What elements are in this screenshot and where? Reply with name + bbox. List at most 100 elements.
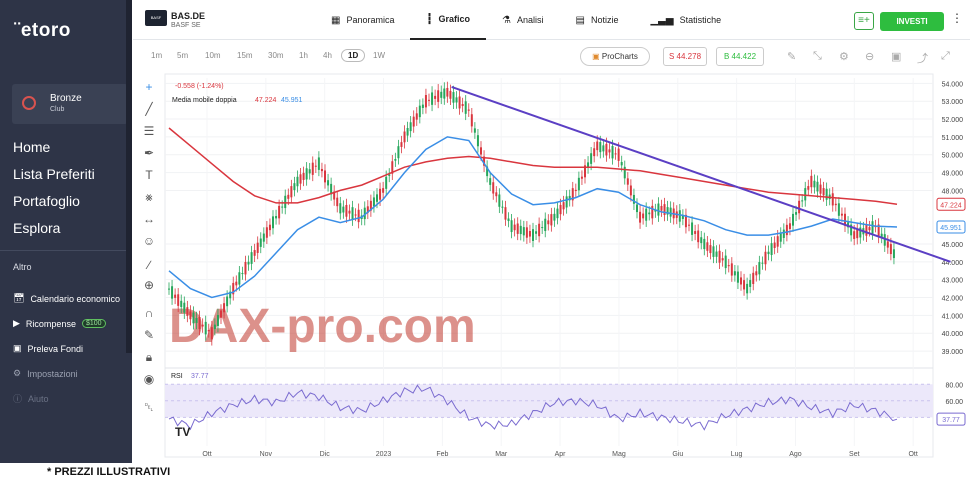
share-icon[interactable]: ⤴: [917, 53, 928, 65]
candle-body: [486, 166, 489, 177]
candle-body: [207, 329, 210, 332]
candle-body: [348, 210, 351, 214]
candle-body: [519, 225, 522, 235]
invest-button[interactable]: INVESTI: [880, 12, 944, 31]
candle-body: [528, 231, 531, 237]
candle-body: [210, 327, 213, 340]
candle-body: [437, 90, 440, 102]
candle-body: [290, 186, 293, 198]
candle-body: [458, 96, 461, 109]
candle-body: [186, 307, 189, 316]
lock-icon[interactable]: 🔒︎: [145, 350, 153, 364]
nav-withdraw[interactable]: ▣ Preleva Fondi: [13, 336, 120, 361]
zoom-in-icon[interactable]: ⊕: [143, 278, 155, 292]
time-axis-label: 2023: [376, 451, 392, 458]
candle-body: [446, 87, 449, 97]
etoro-logo[interactable]: ¨etoro: [14, 20, 71, 41]
camera-icon[interactable]: ▣: [891, 51, 902, 63]
price-axis-tag: [936, 197, 966, 211]
procharts-button[interactable]: ▣ ProCharts: [580, 47, 650, 66]
club-badge-icon: [22, 96, 36, 110]
candle-body: [443, 88, 446, 99]
time-axis-label: Mar: [495, 451, 508, 458]
lock-pencil-icon[interactable]: ✎: [143, 328, 155, 342]
eye-icon[interactable]: ◉: [143, 372, 155, 386]
timeframe-4h[interactable]: 4h: [323, 51, 332, 60]
more-options-icon[interactable]: ⋮: [951, 11, 963, 25]
fullscreen-icon[interactable]: ⤢: [941, 50, 950, 62]
brush-icon[interactable]: ✒: [143, 146, 155, 160]
tab-news[interactable]: ▤ Notizie: [560, 0, 635, 40]
tab-analysis[interactable]: ⚗ Analisi: [486, 0, 559, 40]
user-club-card[interactable]: Bronze Club: [12, 84, 128, 124]
timeframe-15m[interactable]: 15m: [237, 51, 253, 60]
time-axis-label: Feb: [436, 451, 448, 458]
tab-overview[interactable]: ▦ Panoramica: [315, 0, 410, 40]
candle-body: [281, 206, 284, 208]
nav-economic-calendar[interactable]: 📅︎ Calendario economico: [13, 286, 120, 311]
candle-body: [351, 207, 354, 220]
gear-icon[interactable]: ⚙: [839, 51, 849, 63]
candle-body: [590, 153, 593, 164]
tab-stats[interactable]: ▁▃▅ Statistiche: [634, 0, 737, 40]
candle-body: [250, 252, 253, 264]
nav-help[interactable]: ⓘ Aiuto: [13, 386, 120, 411]
add-to-watchlist-button[interactable]: ≡+: [854, 12, 874, 30]
price-axis-label: 42.000: [942, 296, 964, 303]
tab-chart[interactable]: ┇ Grafico: [410, 0, 487, 40]
candle-body: [544, 218, 547, 232]
trendline-tool-icon[interactable]: ╱: [145, 102, 153, 116]
price-axis-tag: [936, 220, 966, 234]
timeframe-1h[interactable]: 1h: [299, 51, 308, 60]
main-nav: Home Lista Preferiti Portafoglio Esplora: [13, 138, 95, 246]
sell-price-button[interactable]: S 44.278: [663, 47, 707, 66]
candle-body: [265, 227, 268, 238]
crosshair-icon[interactable]: +: [145, 80, 153, 94]
gear-icon: ⚙: [13, 368, 22, 378]
candle-body: [580, 176, 583, 179]
sidebar-scrollbar[interactable]: [126, 0, 132, 353]
candle-body: [706, 242, 709, 251]
nav-rewards[interactable]: ▶ Ricompense $100: [13, 311, 120, 336]
timeframe-1d[interactable]: 1D: [341, 49, 366, 62]
candle-body: [660, 205, 663, 211]
compare-icon[interactable]: ⤡: [813, 50, 822, 62]
measure-tool-icon[interactable]: ↔: [143, 212, 155, 226]
text-tool-icon[interactable]: T: [145, 168, 153, 182]
candle-body: [626, 178, 629, 185]
price-chart[interactable]: 54.000 53.000 52.000 51.000 50.000 49.000 48.0…: [133, 72, 970, 463]
timeframe-10m[interactable]: 10m: [205, 51, 221, 60]
candle-body: [795, 212, 798, 215]
candle-body: [556, 208, 559, 219]
timeframe-1w[interactable]: 1W: [373, 51, 385, 60]
buy-price-button[interactable]: B 44.422: [716, 47, 764, 66]
calendar-icon: 📅︎: [13, 293, 25, 303]
magnet-icon[interactable]: ∩: [144, 306, 154, 320]
candle-body: [272, 216, 274, 229]
candle-body: [354, 214, 357, 216]
candle-body: [666, 207, 669, 215]
timeframe-5m[interactable]: 5m: [177, 51, 189, 60]
candle-body: [223, 303, 226, 313]
candle-body: [369, 200, 372, 211]
emoji-icon[interactable]: ☺: [142, 234, 156, 248]
timeframe-1m[interactable]: 1m: [151, 51, 163, 60]
candle-body: [648, 212, 651, 215]
candle-body: [819, 184, 822, 194]
nav-explore[interactable]: Esplora: [13, 220, 61, 236]
horizontal-lines-icon[interactable]: ☰: [143, 124, 155, 138]
minus-circle-icon[interactable]: ⊖: [865, 51, 875, 63]
price-axis-label: 50.000: [942, 153, 964, 160]
stats-icon: ▁▃▅: [650, 14, 674, 26]
nav-watchlist[interactable]: Lista Preferiti: [13, 166, 95, 182]
pattern-tool-icon[interactable]: ⨳: [145, 190, 153, 204]
ruler-icon[interactable]: ∕: [147, 258, 150, 272]
candle-body: [593, 148, 596, 157]
nav-economic-calendar-label: Calendario economico: [30, 293, 120, 304]
timeframe-30m[interactable]: 30m: [268, 51, 284, 60]
nav-portfolio[interactable]: Portafoglio: [13, 193, 80, 209]
nav-home[interactable]: Home: [13, 139, 51, 155]
nav-settings[interactable]: ⚙ Impostazioni: [13, 361, 120, 386]
pencil-icon[interactable]: ✎: [787, 51, 797, 63]
trash-icon[interactable]: ␡: [144, 400, 154, 414]
